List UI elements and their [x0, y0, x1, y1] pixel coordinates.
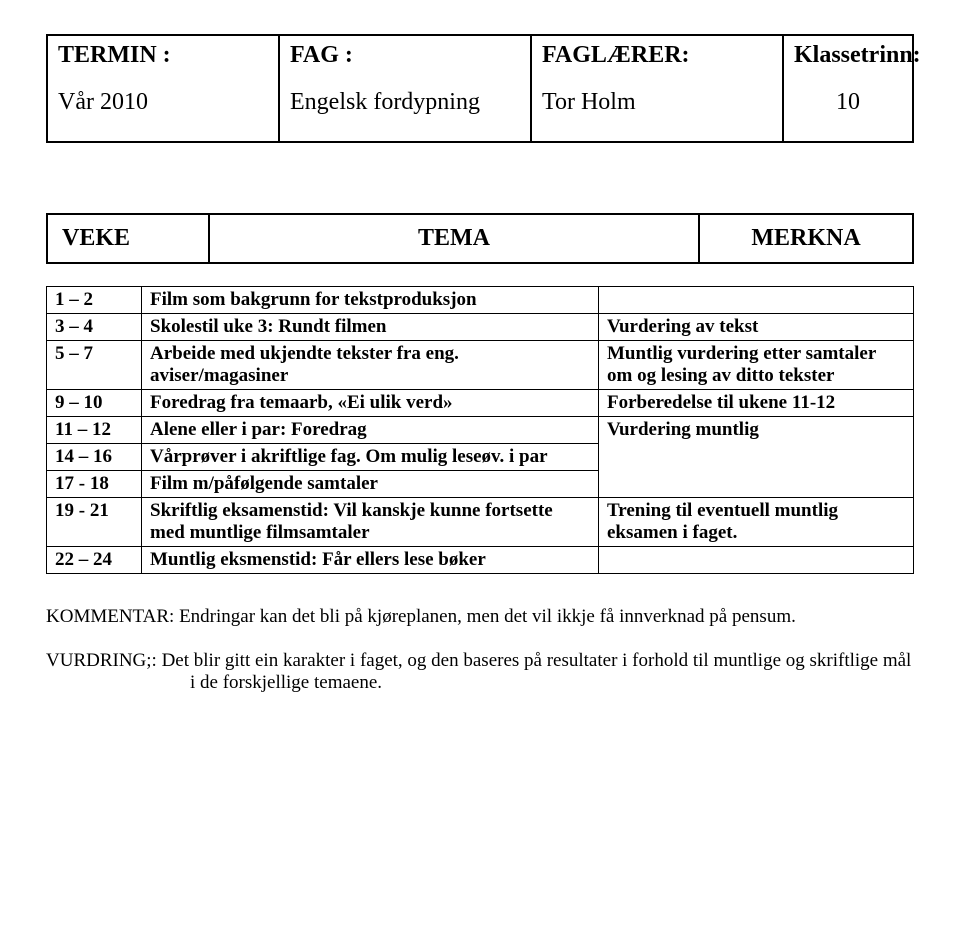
cell-merkna: Vurdering muntlig	[599, 417, 914, 498]
plan-table: 1 – 2Film som bakgrunn for tekstproduksj…	[46, 286, 914, 574]
label-faglaerer: FAGLÆRER:	[542, 42, 772, 69]
cell-merkna: Forberedelse til ukene 11-12	[599, 390, 914, 417]
table-row: 19 - 21Skriftlig eksamenstid: Vil kanskj…	[47, 498, 914, 547]
header-table: TERMIN : Vår 2010 FAG : Engelsk fordypni…	[46, 34, 914, 143]
cell-veke: 3 – 4	[47, 314, 142, 341]
header-cell-faglaerer: FAGLÆRER: Tor Holm	[531, 35, 783, 142]
cell-tema: Film m/påfølgende samtaler	[142, 471, 599, 498]
table-row: 9 – 10Foredrag fra temaarb, «Ei ulik ver…	[47, 390, 914, 417]
col-header-merkna: MERKNA	[699, 214, 913, 263]
label-klassetrinn: Klassetrinn:	[794, 42, 902, 69]
table-row: 3 – 4Skolestil uke 3: Rundt filmenVurder…	[47, 314, 914, 341]
cell-tema: Arbeide med ukjendte tekster fra eng. av…	[142, 341, 599, 390]
cell-merkna: Trening til eventuell muntlig eksamen i …	[599, 498, 914, 547]
cell-veke: 17 - 18	[47, 471, 142, 498]
col-header-veke: VEKE	[47, 214, 209, 263]
col-header-tema: TEMA	[209, 214, 699, 263]
label-fag: FAG :	[290, 42, 520, 69]
cell-tema: Vårprøver i akriftlige fag. Om mulig les…	[142, 444, 599, 471]
cell-tema: Skriftlig eksamenstid: Vil kanskje kunne…	[142, 498, 599, 547]
value-faglaerer: Tor Holm	[542, 87, 772, 117]
table-row: 1 – 2Film som bakgrunn for tekstproduksj…	[47, 287, 914, 314]
cell-veke: 19 - 21	[47, 498, 142, 547]
cell-merkna	[599, 547, 914, 574]
section-header-table: VEKE TEMA MERKNA	[46, 213, 914, 264]
table-row: 11 – 12Alene eller i par: ForedragVurder…	[47, 417, 914, 444]
cell-tema: Foredrag fra temaarb, «Ei ulik verd»	[142, 390, 599, 417]
cell-tema: Alene eller i par: Foredrag	[142, 417, 599, 444]
header-cell-fag: FAG : Engelsk fordypning	[279, 35, 531, 142]
cell-merkna: Muntlig vurdering etter samtaler om og l…	[599, 341, 914, 390]
cell-merkna: Vurdering av tekst	[599, 314, 914, 341]
cell-veke: 1 – 2	[47, 287, 142, 314]
cell-tema: Muntlig eksmenstid: Får ellers lese bøke…	[142, 547, 599, 574]
cell-merkna	[599, 287, 914, 314]
header-cell-termin: TERMIN : Vår 2010	[47, 35, 279, 142]
vurdering-paragraph: VURDRING;: Det blir gitt ein karakter i …	[46, 650, 914, 694]
cell-tema: Film som bakgrunn for tekstproduksjon	[142, 287, 599, 314]
cell-veke: 11 – 12	[47, 417, 142, 444]
cell-veke: 22 – 24	[47, 547, 142, 574]
body-copy: KOMMENTAR: Endringar kan det bli på kjør…	[46, 606, 914, 694]
value-klassetrinn: 10	[794, 87, 902, 117]
label-termin: TERMIN :	[58, 42, 268, 69]
cell-veke: 9 – 10	[47, 390, 142, 417]
value-termin: Vår 2010	[58, 87, 268, 117]
kommentar-paragraph: KOMMENTAR: Endringar kan det bli på kjør…	[46, 606, 914, 628]
cell-veke: 5 – 7	[47, 341, 142, 390]
cell-veke: 14 – 16	[47, 444, 142, 471]
page: TERMIN : Vår 2010 FAG : Engelsk fordypni…	[0, 0, 960, 948]
table-row: 22 – 24Muntlig eksmenstid: Får ellers le…	[47, 547, 914, 574]
table-row: 5 – 7Arbeide med ukjendte tekster fra en…	[47, 341, 914, 390]
header-cell-klassetrinn: Klassetrinn: 10	[783, 35, 913, 142]
value-fag: Engelsk fordypning	[290, 87, 520, 117]
cell-tema: Skolestil uke 3: Rundt filmen	[142, 314, 599, 341]
